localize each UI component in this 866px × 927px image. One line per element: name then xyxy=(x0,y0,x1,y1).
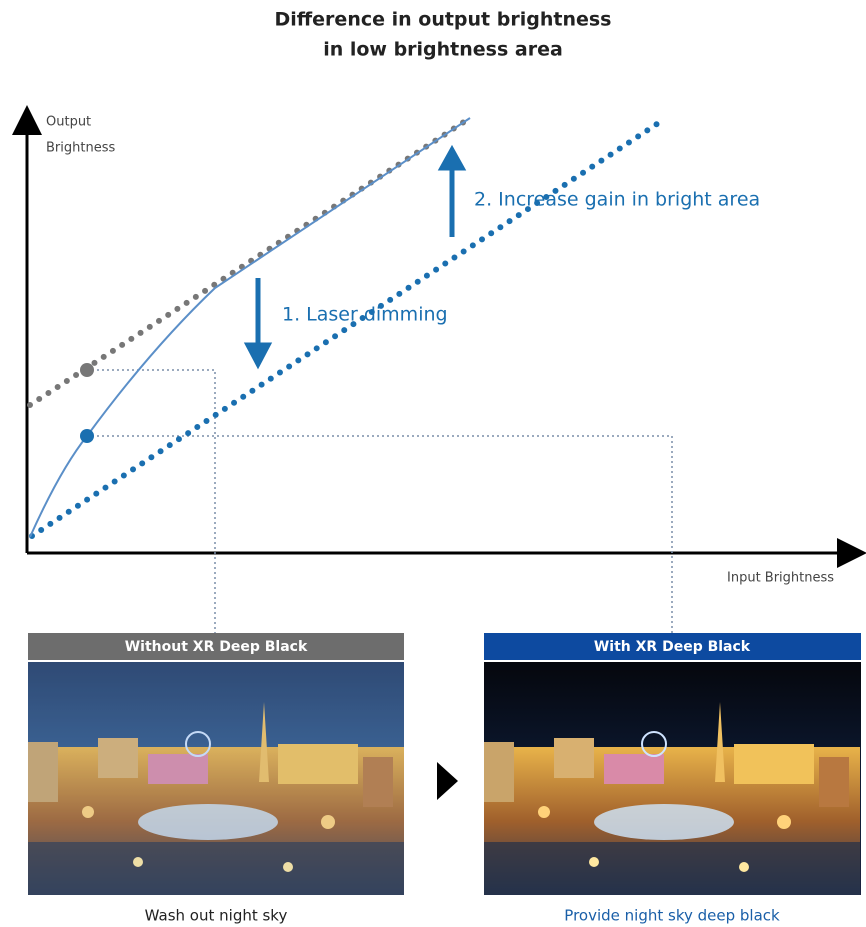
down-arrow xyxy=(248,278,268,364)
arrow-triangle xyxy=(437,762,458,800)
title-line: Difference in output brightness xyxy=(275,9,612,31)
blue-point xyxy=(80,429,94,443)
annotation: 1. Laser dimming xyxy=(282,304,448,326)
diagram: Difference in output brightness in low b… xyxy=(0,0,866,927)
gray-point xyxy=(80,363,94,377)
guide-line xyxy=(87,370,672,635)
blue-dotted-line xyxy=(32,122,660,536)
panel-header: Without XR Deep Black xyxy=(125,639,308,655)
photo xyxy=(28,662,404,895)
panel-caption: Provide night sky deep black xyxy=(564,907,780,925)
annotation: 2. Increase gain in bright area xyxy=(474,189,760,211)
up-arrow xyxy=(442,150,462,237)
xr-curve xyxy=(30,118,470,537)
panel-caption: Wash out night sky xyxy=(145,907,288,925)
y-axis-label: Brightness xyxy=(46,141,115,156)
title-line: in low brightness area xyxy=(323,39,563,61)
photo xyxy=(484,662,861,895)
panel-header: With XR Deep Black xyxy=(594,639,751,655)
y-axis-label: Output xyxy=(46,115,91,130)
x-axis-label: Input Brightness xyxy=(727,571,834,586)
